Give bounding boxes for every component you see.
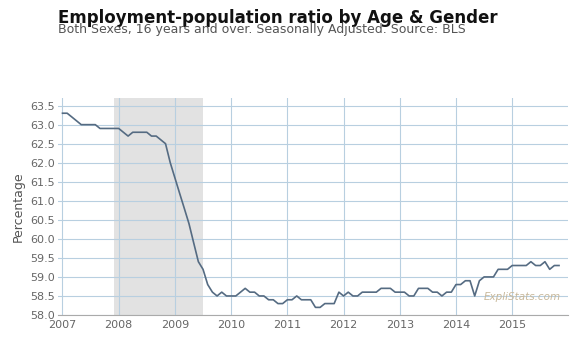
Bar xyxy=(114,98,203,315)
Text: Employment-population ratio by Age & Gender: Employment-population ratio by Age & Gen… xyxy=(58,9,498,27)
Y-axis label: Percentage: Percentage xyxy=(12,171,25,242)
Text: ExpliStats.com: ExpliStats.com xyxy=(484,292,561,302)
Text: Both Sexes, 16 years and over. Seasonally Adjusted. Source: BLS: Both Sexes, 16 years and over. Seasonall… xyxy=(58,23,466,36)
